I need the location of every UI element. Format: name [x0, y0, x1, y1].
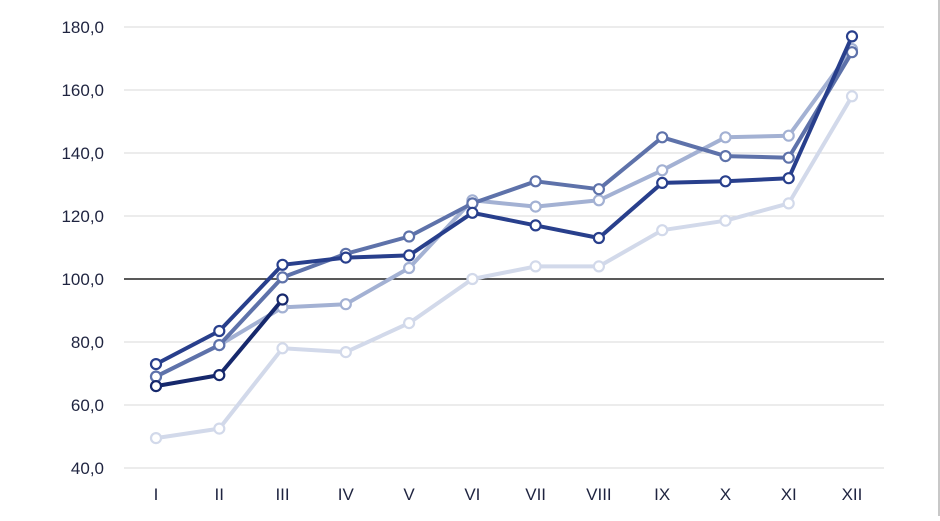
- series-lines: [149, 30, 859, 445]
- data-point: [719, 131, 732, 144]
- series-line: [154, 34, 854, 367]
- data-point: [782, 151, 795, 164]
- data-point: [782, 197, 795, 210]
- data-point: [149, 358, 163, 371]
- data-point: [529, 200, 542, 213]
- data-point: [656, 224, 669, 237]
- series-5: [149, 293, 289, 393]
- data-point: [213, 324, 226, 338]
- data-point: [276, 342, 289, 355]
- x-tick-label: IX: [654, 485, 670, 504]
- data-point: [529, 219, 542, 232]
- data-point: [276, 293, 289, 306]
- series-4: [149, 30, 859, 371]
- data-point: [845, 30, 859, 43]
- x-tick-label: III: [275, 485, 289, 504]
- x-tick-label: VIII: [586, 485, 612, 504]
- data-point: [592, 231, 606, 245]
- data-point: [213, 339, 226, 352]
- grid: [124, 26, 884, 469]
- y-axis: 40,0 60,0 80,0 100,0 120,0 140,0 160,0 180,0: [61, 18, 104, 478]
- data-point: [276, 271, 289, 284]
- data-point: [719, 150, 732, 163]
- x-tick-label: VI: [464, 485, 480, 504]
- y-tick-label: 100,0: [61, 270, 104, 289]
- y-tick-label: 160,0: [61, 81, 104, 100]
- series-1: [149, 90, 859, 445]
- data-point: [592, 194, 606, 207]
- data-point: [403, 261, 416, 275]
- x-tick-label: I: [154, 485, 159, 504]
- data-point: [339, 251, 352, 264]
- y-tick-label: 80,0: [71, 333, 104, 352]
- data-point: [782, 129, 795, 142]
- data-point: [592, 183, 606, 196]
- x-tick-label: X: [720, 485, 731, 504]
- x-tick-label: V: [403, 485, 415, 504]
- y-tick-label: 60,0: [71, 396, 104, 415]
- y-tick-label: 180,0: [61, 18, 104, 37]
- series-line: [154, 50, 854, 379]
- data-point: [403, 317, 416, 330]
- data-point: [466, 206, 479, 219]
- data-point: [592, 260, 606, 273]
- data-point: [213, 422, 226, 435]
- data-point: [149, 432, 163, 445]
- data-point: [339, 298, 352, 311]
- data-point: [656, 176, 669, 189]
- data-point: [529, 260, 542, 273]
- right-edge-border: [938, 0, 940, 516]
- x-tick-label: XII: [842, 485, 863, 504]
- data-point: [466, 272, 479, 286]
- series-3: [149, 46, 859, 383]
- data-point: [403, 230, 416, 243]
- data-point: [213, 369, 226, 382]
- data-point: [845, 90, 859, 103]
- data-point: [403, 249, 416, 262]
- data-point: [719, 175, 732, 188]
- data-point: [656, 164, 669, 177]
- y-tick-label: 140,0: [61, 144, 104, 163]
- data-point: [782, 172, 795, 185]
- x-tick-label: VII: [525, 485, 546, 504]
- y-tick-label: 40,0: [71, 459, 104, 478]
- data-point: [276, 258, 289, 271]
- x-tick-label: II: [215, 485, 224, 504]
- x-tick-label: IV: [338, 485, 355, 504]
- data-point: [656, 131, 669, 144]
- x-tick-label: XI: [781, 485, 797, 504]
- data-point: [149, 380, 163, 393]
- data-point: [529, 175, 542, 188]
- data-point: [719, 214, 732, 227]
- x-axis: I II III IV V VI VII VIII IX X XI XII: [154, 485, 863, 504]
- series-line: [154, 94, 854, 441]
- y-tick-label: 120,0: [61, 207, 104, 226]
- data-point: [339, 346, 352, 359]
